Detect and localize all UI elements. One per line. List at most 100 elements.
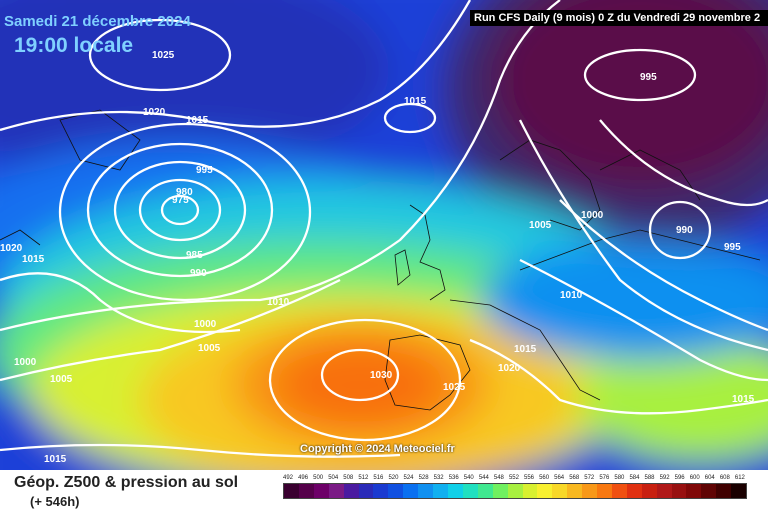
scale-swatch (418, 484, 434, 498)
scale-label: 560 (539, 475, 550, 481)
isobar-label: 1015 (44, 454, 67, 465)
scale-label: 508 (343, 475, 354, 481)
scale-swatch (537, 484, 553, 498)
scale-swatch (284, 484, 299, 498)
scale-label: 500 (313, 475, 324, 481)
scale-label: 516 (373, 475, 384, 481)
copyright: Copyright © 2024 Meteociel.fr (300, 443, 455, 455)
scale-swatch (462, 484, 478, 498)
isobar-label: 1020 (498, 363, 521, 374)
scale-swatch (731, 484, 747, 498)
isobar-label: 985 (186, 250, 203, 261)
scale-swatch (388, 484, 404, 498)
isobar-label: 990 (676, 225, 693, 236)
isobar-label: 990 (190, 268, 207, 279)
scale-label: 540 (463, 475, 474, 481)
scale-swatch (656, 484, 672, 498)
scale-label: 548 (493, 475, 504, 481)
scale-label: 588 (644, 475, 655, 481)
isobar-label: 1015 (404, 96, 427, 107)
forecast-hour: (+ 546h) (30, 494, 80, 509)
scale-label: 492 (283, 475, 294, 481)
scale-label: 512 (358, 475, 369, 481)
scale-swatch (298, 484, 314, 498)
scale-label: 556 (524, 475, 535, 481)
isobar-label: 1015 (186, 115, 209, 126)
scale-label: 552 (508, 475, 519, 481)
map-time: 19:00 locale (14, 34, 134, 57)
scale-swatch (447, 484, 463, 498)
isobar-label: 1010 (560, 290, 583, 301)
isobar-label: 995 (640, 72, 657, 83)
scale-swatch (567, 484, 583, 498)
color-scale: 492 496 500 504 508 512 516 520 524 528 532 536 540 5… (283, 475, 753, 505)
scale-label: 496 (298, 475, 309, 481)
isobar-label: 1030 (370, 370, 393, 381)
isobars (0, 0, 768, 457)
scale-swatch (358, 484, 374, 498)
scale-swatch (507, 484, 523, 498)
scale-label: 536 (448, 475, 459, 481)
scale-label: 612 (734, 475, 745, 481)
pressure-map: 1025 1020 1015 1015 995 980 975 985 990 … (0, 0, 768, 470)
isobar-label: 1000 (581, 210, 604, 221)
isobar-label: 995 (196, 165, 213, 176)
scale-label: 584 (629, 475, 640, 481)
isobar-label: 1005 (529, 220, 552, 231)
isobar-label: 1010 (267, 297, 290, 308)
isobar-label: 995 (724, 242, 741, 253)
isobar-label: 1000 (14, 357, 37, 368)
geopotential-field (0, 0, 768, 470)
scale-swatch (686, 484, 702, 498)
isobar-label: 975 (172, 195, 189, 206)
scale-swatch (641, 484, 657, 498)
pressure-labels: 1025 1020 1015 1015 995 980 975 985 990 … (0, 50, 755, 465)
isobar-label: 980 (176, 187, 193, 198)
scale-label: 572 (584, 475, 595, 481)
scale-swatch (343, 484, 359, 498)
scale-swatch (671, 484, 687, 498)
scale-swatch (433, 484, 448, 498)
scale-label: 600 (689, 475, 700, 481)
scale-swatch (522, 484, 538, 498)
isobar-label: 1005 (198, 343, 221, 354)
scale-swatch (373, 484, 389, 498)
scale-label: 524 (403, 475, 414, 481)
scale-swatch (477, 484, 493, 498)
scale-swatch (328, 484, 344, 498)
scale-label: 608 (719, 475, 730, 481)
isobar-label: 1015 (514, 344, 537, 355)
isobar-label: 1005 (50, 374, 73, 385)
run-info: Run CFS Daily (9 mois) 0 Z du Vendredi 2… (470, 10, 768, 26)
scale-swatch (582, 484, 598, 498)
scale-cells (283, 483, 747, 499)
isobar-label: 1025 (443, 382, 466, 393)
scale-label: 520 (388, 475, 399, 481)
isobar-label: 1015 (732, 394, 755, 405)
isobar-label: 1025 (152, 50, 175, 61)
scale-label: 604 (704, 475, 715, 481)
scale-swatch (716, 484, 732, 498)
scale-label: 564 (554, 475, 565, 481)
scale-swatch (403, 484, 419, 498)
scale-swatch (701, 484, 717, 498)
scale-label: 544 (478, 475, 489, 481)
scale-labels: 492 496 500 504 508 512 516 520 524 528 532 536 540 5… (283, 475, 745, 481)
scale-label: 532 (433, 475, 444, 481)
scale-label: 504 (328, 475, 339, 481)
scale-swatch (597, 484, 612, 498)
scale-label: 528 (418, 475, 429, 481)
scale-swatch (552, 484, 568, 498)
parameter-title: Géop. Z500 & pression au sol (14, 474, 239, 491)
map-date: Samedi 21 décembre 2024 (4, 13, 191, 30)
scale-label: 596 (674, 475, 685, 481)
footer: Géop. Z500 & pression au sol (+ 546h) 49… (0, 470, 768, 512)
scale-swatch (313, 484, 329, 498)
isobar-label: 1020 (143, 107, 166, 118)
scale-label: 576 (599, 475, 610, 481)
scale-swatch (492, 484, 508, 498)
scale-swatch (611, 484, 627, 498)
scale-label: 568 (569, 475, 580, 481)
isobar-label: 1020 (0, 243, 23, 254)
